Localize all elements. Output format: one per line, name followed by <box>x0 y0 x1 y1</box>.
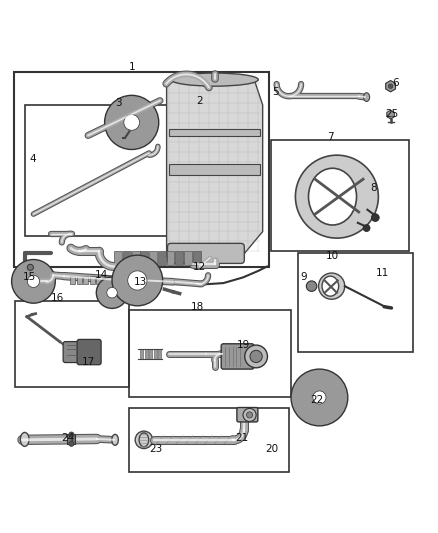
Circle shape <box>128 271 147 290</box>
Ellipse shape <box>171 73 258 86</box>
Circle shape <box>112 255 162 306</box>
Text: 13: 13 <box>134 277 147 287</box>
Bar <box>169 164 261 175</box>
Text: 16: 16 <box>51 293 64 303</box>
Bar <box>15 302 129 386</box>
Circle shape <box>291 369 348 426</box>
Bar <box>83 276 88 284</box>
Bar <box>297 253 413 352</box>
Bar <box>110 276 115 284</box>
Circle shape <box>306 281 317 292</box>
FancyBboxPatch shape <box>237 408 258 422</box>
Circle shape <box>69 441 74 446</box>
Bar <box>169 129 261 135</box>
Bar <box>132 251 140 265</box>
Text: 19: 19 <box>237 340 250 350</box>
Text: 10: 10 <box>326 251 339 261</box>
FancyBboxPatch shape <box>167 244 244 263</box>
Polygon shape <box>166 79 263 258</box>
Text: 14: 14 <box>95 270 108 280</box>
Text: 17: 17 <box>81 357 95 367</box>
Bar <box>14 72 269 266</box>
Bar <box>149 350 152 359</box>
Text: 25: 25 <box>385 109 398 119</box>
Circle shape <box>250 350 262 362</box>
Text: 3: 3 <box>115 98 122 108</box>
Text: 12: 12 <box>193 262 206 272</box>
Bar <box>27 260 38 265</box>
Bar <box>175 251 183 265</box>
Bar <box>141 251 148 265</box>
Text: 8: 8 <box>371 183 377 193</box>
Text: 15: 15 <box>22 272 36 282</box>
Bar <box>158 350 161 359</box>
Circle shape <box>27 264 33 270</box>
Circle shape <box>124 115 140 130</box>
Ellipse shape <box>322 276 339 296</box>
Bar <box>114 251 122 265</box>
Bar <box>123 251 131 265</box>
Bar <box>145 350 148 359</box>
Text: 7: 7 <box>327 132 334 142</box>
FancyBboxPatch shape <box>63 342 96 362</box>
Circle shape <box>69 432 74 437</box>
Bar <box>153 350 156 359</box>
Ellipse shape <box>139 433 149 447</box>
Text: 2: 2 <box>196 96 203 107</box>
Ellipse shape <box>308 168 357 225</box>
Bar <box>77 276 82 284</box>
Circle shape <box>245 345 268 368</box>
Text: 9: 9 <box>301 272 307 282</box>
Circle shape <box>363 224 370 231</box>
Circle shape <box>107 287 117 298</box>
Bar <box>25 105 173 236</box>
Text: 18: 18 <box>191 302 204 312</box>
Bar <box>141 350 144 359</box>
Bar <box>272 140 409 251</box>
Bar <box>166 251 174 265</box>
Circle shape <box>318 273 345 299</box>
Bar <box>130 408 289 472</box>
Circle shape <box>96 277 128 309</box>
Bar <box>184 251 192 265</box>
Ellipse shape <box>20 432 29 446</box>
Text: 4: 4 <box>29 154 36 164</box>
Circle shape <box>12 260 55 303</box>
Bar <box>70 276 75 284</box>
Text: 11: 11 <box>376 268 389 278</box>
Circle shape <box>243 408 256 422</box>
Text: 20: 20 <box>265 444 278 454</box>
Text: 6: 6 <box>392 78 399 88</box>
Circle shape <box>371 214 379 222</box>
Bar <box>67 434 75 444</box>
Bar <box>193 251 201 265</box>
Circle shape <box>389 84 393 88</box>
Ellipse shape <box>112 434 118 445</box>
Bar <box>90 276 95 284</box>
Circle shape <box>135 431 152 449</box>
Circle shape <box>27 275 39 287</box>
Bar <box>103 276 108 284</box>
Bar <box>149 251 157 265</box>
Ellipse shape <box>364 93 370 101</box>
Text: 5: 5 <box>272 87 279 97</box>
Circle shape <box>247 412 253 418</box>
Text: 21: 21 <box>236 433 249 442</box>
FancyBboxPatch shape <box>221 344 254 369</box>
Text: 22: 22 <box>311 394 324 405</box>
Circle shape <box>295 155 378 238</box>
Bar <box>158 251 166 265</box>
FancyBboxPatch shape <box>77 340 101 365</box>
Circle shape <box>105 95 159 149</box>
Bar <box>130 310 291 398</box>
Text: 23: 23 <box>149 444 162 454</box>
Circle shape <box>313 391 326 404</box>
Text: 1: 1 <box>128 61 135 71</box>
Text: 24: 24 <box>62 433 75 442</box>
Bar <box>96 276 102 284</box>
